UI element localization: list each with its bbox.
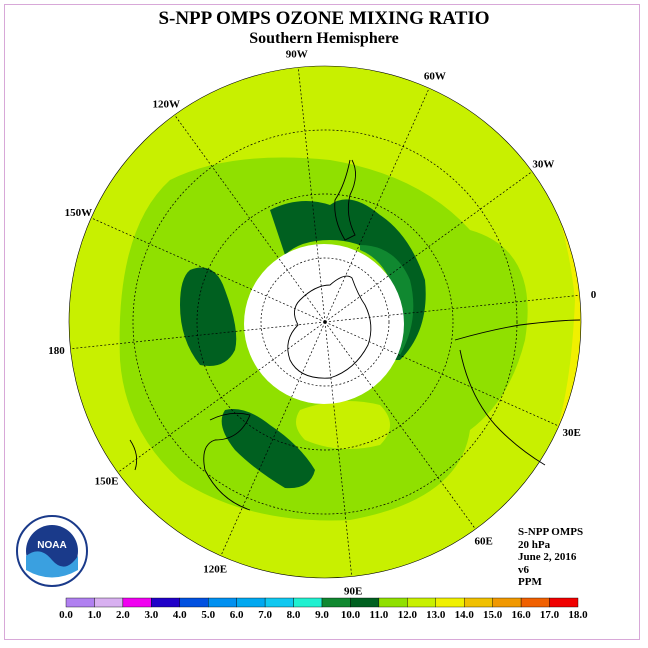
colorbar-label: 13.0 [426, 609, 446, 621]
instrument-label: S-NPP OMPS [518, 526, 584, 538]
colorbar-label: 14.0 [455, 609, 475, 621]
date-label: June 2, 2016 [518, 551, 577, 563]
colorbar-swatch [492, 597, 522, 608]
light-patch [296, 401, 390, 449]
colorbar: 0.0 1.0 2.0 3.0 4.0 5.0 6.0 7.0 8.0 9.0 10.0 11.0 12… [59, 597, 588, 621]
longitude-label: 0 [591, 289, 597, 301]
units-label: PPM [518, 576, 542, 588]
colorbar-label: 7.0 [258, 609, 272, 621]
colorbar-label: 11.0 [370, 609, 389, 621]
longitude-lines [70, 67, 580, 577]
longitude-label: 150E [95, 476, 119, 488]
meridian-line [90, 217, 326, 323]
colorbar-swatch [520, 597, 550, 608]
info-block: S-NPP OMPS 20 hPa June 2, 2016 v6 PPM [518, 526, 583, 589]
version-label: v6 [518, 563, 529, 576]
meridian-line [174, 114, 326, 323]
contour-8-9-north [270, 199, 426, 360]
longitude-label: 120W [153, 99, 181, 111]
coastlines [129, 159, 581, 511]
colorbar-swatch [236, 597, 266, 608]
colorbar-label: 0.0 [59, 609, 73, 621]
longitude-label: 150W [65, 207, 93, 219]
colorbar-swatch [179, 597, 209, 608]
latitude-circles [132, 129, 518, 515]
contour-8-9-southwest [221, 409, 315, 489]
south-america-tip [334, 159, 356, 241]
longitude-label: 120E [203, 564, 227, 576]
colorbar-label: 6.0 [230, 609, 244, 621]
polar-night-area [244, 244, 404, 404]
colorbar-swatch [122, 597, 152, 608]
meridian-line [324, 294, 580, 323]
page-subtitle: Southern Hemisphere [249, 30, 399, 47]
colorbar-label: 12.0 [398, 609, 418, 621]
colorbar-swatch [293, 597, 323, 608]
longitude-labels: 90W 60W 30W 0 30E 60E 90E 120E 150E 180 150W 120W [48, 48, 597, 597]
colorbar-swatch [464, 597, 493, 608]
longitude-label: 90W [286, 48, 308, 60]
meridian-line [324, 321, 476, 530]
meridian-line [324, 321, 353, 577]
longitude-label: 30W [532, 158, 554, 170]
colorbar-swatch [264, 597, 294, 608]
colorbar-swatch [321, 597, 351, 608]
meridian-line [117, 321, 326, 473]
colorbar-label: 1.0 [88, 609, 102, 621]
colorbar-swatch [549, 597, 579, 608]
colorbar-label: 5.0 [201, 609, 215, 621]
longitude-label: 60E [475, 535, 493, 547]
meridian-line [297, 67, 326, 323]
longitude-label: 90E [344, 586, 362, 598]
meridian-line [324, 171, 533, 323]
new-zealand-coast [129, 439, 138, 471]
colorbar-label: 18.0 [568, 609, 588, 621]
colorbar-swatch [208, 597, 237, 608]
colorbar-label: 8.0 [287, 609, 301, 621]
contour-8-9-west [180, 267, 237, 366]
colorbar-swatch [151, 597, 180, 608]
colorbar-label: 4.0 [173, 609, 187, 621]
colorbar-swatch [407, 597, 436, 608]
colorbar-label: 17.0 [540, 609, 560, 621]
antarctica-outline [287, 275, 372, 379]
map-boundary [68, 65, 582, 579]
meridian-line [324, 87, 430, 323]
colorbar-label: 10.0 [341, 609, 361, 621]
colorbar-label: 3.0 [144, 609, 158, 621]
colorbar-swatch [378, 597, 408, 608]
colorbar-label: 9.0 [315, 609, 329, 621]
longitude-label: 30E [562, 427, 580, 439]
meridian-line [324, 321, 560, 427]
logo-text: NOAA [37, 540, 66, 551]
noaa-logo: NOAA [16, 515, 88, 587]
longitude-label: 180 [48, 345, 65, 357]
meridian-line [70, 321, 326, 350]
colorbar-label: 2.0 [116, 609, 130, 621]
pressure-label: 20 hPa [518, 538, 551, 551]
colorbar-label: 16.0 [511, 609, 531, 621]
colorbar-label: 15.0 [483, 609, 503, 621]
africa-coast [454, 319, 581, 466]
longitude-label: 60W [424, 70, 446, 82]
colorbar-swatch [65, 597, 95, 608]
colorbar-swatch [435, 597, 465, 608]
meridian-line [220, 321, 326, 557]
colorbar-swatch [350, 597, 380, 608]
page-title: S-NPP OMPS OZONE MIXING RATIO [158, 8, 490, 29]
colorbar-swatch [94, 597, 124, 608]
australia-coast [203, 412, 251, 511]
